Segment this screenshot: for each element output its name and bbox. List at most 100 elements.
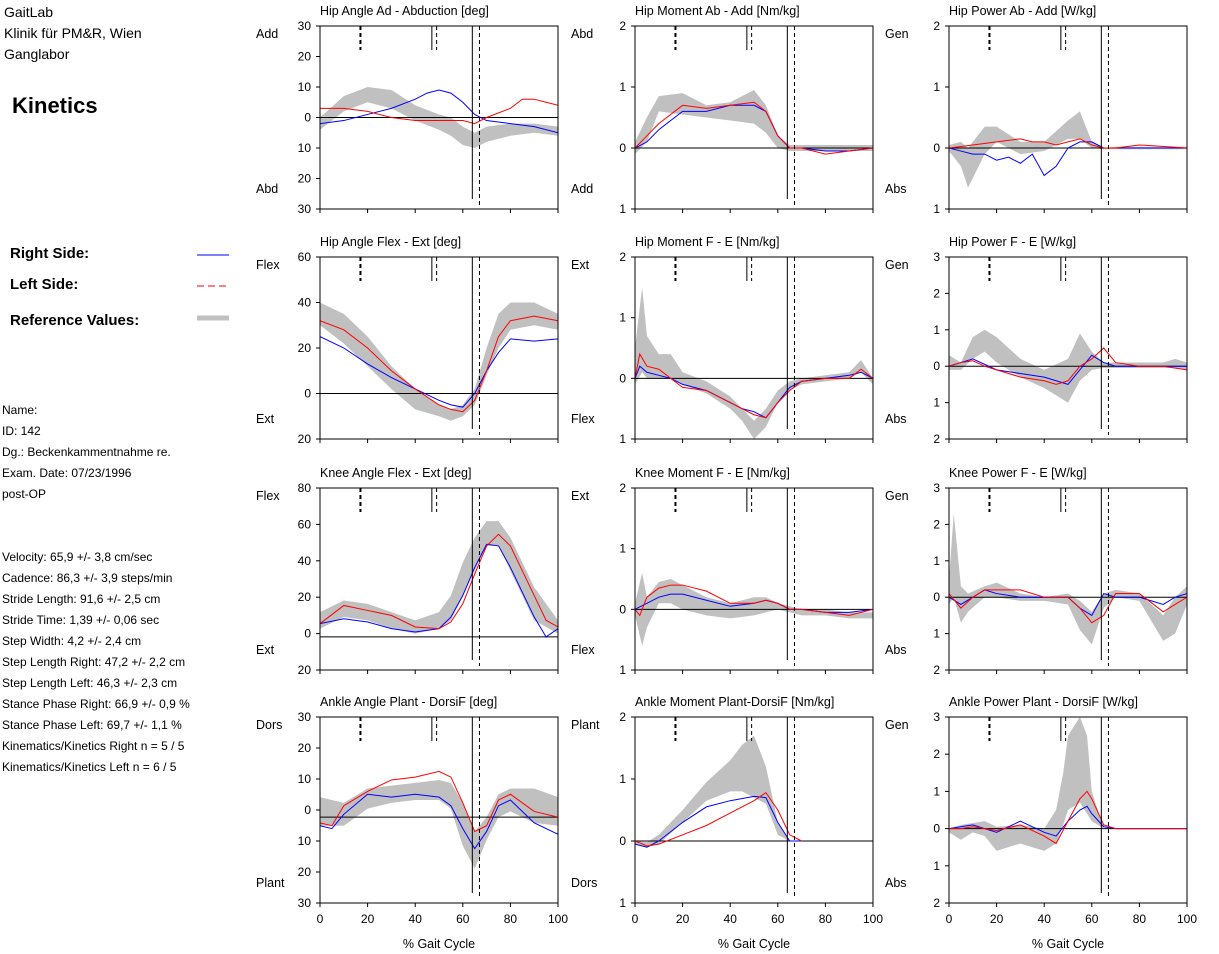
chart-3-title: Hip Power Ab - Add [W/kg]: [949, 4, 1096, 18]
chart-5-ytick-label: 2: [619, 250, 626, 264]
chart-10-xtick-label: 100: [548, 912, 568, 926]
chart-10-title: Ankle Angle Plant - DorsiF [deg]: [320, 695, 497, 709]
exam-date: Exam. Date: 07/23/1996: [2, 466, 132, 480]
chart-5-ytick-label: 1: [619, 432, 626, 446]
exam-status: post-OP: [2, 487, 47, 501]
chart-5-ytick-label: 0: [619, 371, 626, 385]
chart-3: Hip Power Ab - Add [W/kg] Gen Abs 2 1 0 1: [885, 4, 1188, 216]
param-stance-left: Stance Phase Left: 69,7 +/- 1,1 %: [2, 718, 182, 732]
chart-12-ytick-label: 2: [933, 747, 940, 761]
chart-11-xtick-label: 40: [724, 912, 738, 926]
chart-9-ytick-label: 1: [933, 554, 940, 568]
chart-5-right-series: [635, 365, 873, 419]
chart-8-label-top: Ext: [571, 489, 590, 503]
chart-9-left-series: [949, 589, 1187, 624]
chart-11-ytick-label: 1: [619, 896, 626, 910]
chart-2-ytick-label: 0: [619, 141, 626, 155]
chart-9: Knee Power F - E [W/kg] Gen Abs 3 2 1 0 1 2: [885, 466, 1188, 677]
chart-3-label-top: Gen: [885, 27, 909, 41]
chart-4-ytick-label: 40: [298, 296, 312, 310]
chart-10-label-bottom: Plant: [256, 876, 285, 890]
chart-7-ytick-label: 40: [298, 554, 312, 568]
patient-id: ID: 142: [2, 424, 41, 438]
chart-6-ytick-label: 2: [933, 432, 940, 446]
chart-8-ytick-label: 0: [619, 602, 626, 616]
param-n-right: Kinematics/Kinetics Right n = 5 / 5: [2, 739, 185, 753]
chart-12-ytick-label: 1: [933, 859, 940, 873]
chart-7-ytick-label: 0: [304, 627, 311, 641]
chart-6-ytick-label: 0: [933, 359, 940, 373]
chart-2-label-bottom: Add: [571, 182, 593, 196]
chart-12-title: Ankle Power Plant - DorsiF [W/kg]: [949, 695, 1138, 709]
param-step-length-left: Step Length Left: 46,3 +/- 2,3 cm: [2, 676, 178, 690]
chart-6-ytick-label: 3: [933, 250, 940, 264]
chart-11-xlabel: % Gait Cycle: [718, 937, 790, 951]
chart-8-frame: [634, 487, 874, 671]
chart-10-xtick-label: 40: [409, 912, 423, 926]
chart-10-xtick-label: 0: [317, 912, 324, 926]
chart-10-ytick-label: 20: [298, 865, 312, 879]
chart-12-ytick-label: 3: [933, 710, 940, 724]
chart-12-xlabel: % Gait Cycle: [1032, 937, 1104, 951]
chart-2-title: Hip Moment Ab - Add [Nm/kg]: [635, 4, 800, 18]
chart-12-label-bottom: Abs: [885, 876, 907, 890]
chart-11-reference-band: [635, 735, 790, 848]
chart-7-ytick-label: 80: [298, 481, 312, 495]
chart-12-xtick-label: 80: [1133, 912, 1147, 926]
chart-11-xtick-label: 80: [819, 912, 833, 926]
chart-5-ytick-label: 1: [619, 311, 626, 325]
chart-7-frame: [319, 487, 559, 671]
legend-right-label: Right Side:: [10, 245, 90, 262]
chart-7-ytick-label: 20: [298, 590, 312, 604]
chart-4-left-series: [320, 315, 558, 413]
chart-6-left-series: [949, 347, 1187, 385]
chart-3-reference-band: [949, 111, 1187, 188]
chart-1-left-series: [320, 98, 558, 125]
param-cadence: Cadence: 86,3 +/- 3,9 steps/min: [2, 571, 173, 585]
chart-7-label-top: Flex: [256, 489, 280, 503]
chart-3-label-bottom: Abs: [885, 182, 907, 196]
chart-8-left-series: [635, 584, 873, 617]
chart-12-ytick-label: 0: [933, 822, 940, 836]
chart-1: Hip Angle Ad - Abduction [deg] Add Abd 30 20…: [256, 4, 559, 216]
chart-10-reference-band: [320, 779, 558, 869]
chart-10-xtick-label: 20: [361, 912, 375, 926]
chart-11: Ankle Moment Plant-DorsiF [Nm/kg] Plant Do…: [571, 695, 883, 951]
chart-2-ytick-label: 1: [619, 80, 626, 94]
lab-department: Ganglabor: [4, 46, 70, 62]
chart-9-label-bottom: Abs: [885, 643, 907, 657]
param-stance-right: Stance Phase Right: 66,9 +/- 0,9 %: [2, 697, 190, 711]
chart-6-label-top: Gen: [885, 258, 909, 272]
param-stride-time: Stride Time: 1,39 +/- 0,06 sec: [2, 613, 160, 627]
chart-1-ytick-label: 30: [298, 19, 312, 33]
chart-1-right-series: [320, 89, 558, 134]
chart-7: Knee Angle Flex - Ext [deg] Flex Ext 80 60 40…: [256, 466, 559, 677]
chart-8-label-bottom: Flex: [571, 643, 595, 657]
chart-4-ytick-label: 60: [298, 250, 312, 264]
chart-10-left-series: [320, 770, 558, 833]
chart-1-ytick-label: 20: [298, 50, 312, 64]
chart-10-right-series: [320, 793, 558, 850]
chart-12-label-top: Gen: [885, 718, 909, 732]
legend-left-label: Left Side:: [10, 276, 79, 293]
chart-8: Knee Moment F - E [Nm/kg] Ext Flex 2 1 0 1: [571, 466, 874, 677]
chart-6-ytick-label: 1: [933, 323, 940, 337]
chart-4-ytick-label: 20: [298, 341, 312, 355]
chart-9-reference-band: [949, 513, 1187, 645]
chart-7-left-series: [320, 533, 558, 630]
chart-4-label-bottom: Ext: [256, 412, 275, 426]
chart-11-label-top: Plant: [571, 718, 600, 732]
chart-2-reference-band: [635, 90, 873, 155]
chart-1-ytick-label: 30: [298, 202, 312, 216]
chart-1-ytick-label: 10: [298, 80, 312, 94]
chart-9-ytick-label: 0: [933, 590, 940, 604]
chart-9-ytick-label: 3: [933, 481, 940, 495]
chart-9-frame: [948, 487, 1188, 671]
chart-5-title: Hip Moment F - E [Nm/kg]: [635, 235, 779, 249]
chart-5-frame: [634, 256, 874, 440]
chart-3-left-series: [949, 138, 1187, 149]
chart-9-ytick-label: 2: [933, 663, 940, 677]
chart-6-title: Hip Power F - E [W/kg]: [949, 235, 1076, 249]
chart-10-xlabel: % Gait Cycle: [403, 937, 475, 951]
